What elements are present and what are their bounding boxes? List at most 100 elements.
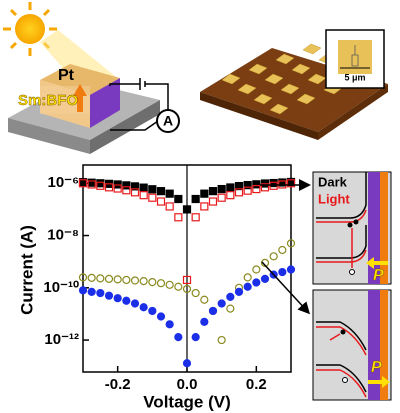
- data-point: [165, 320, 174, 329]
- data-point: [252, 180, 261, 189]
- data-point: [234, 287, 244, 296]
- data-point: [130, 299, 140, 308]
- data-point: [87, 180, 96, 189]
- data-point: [217, 193, 226, 202]
- data-point: [96, 179, 105, 188]
- pointer-arrow: [261, 261, 311, 315]
- data-point: [278, 245, 287, 255]
- data-point: [217, 335, 226, 345]
- data-point: [96, 274, 105, 283]
- data-point: [200, 295, 209, 304]
- data-point: [182, 275, 192, 285]
- data-point: [200, 202, 209, 211]
- data-point: [200, 189, 209, 198]
- electrode-pad: [280, 83, 300, 95]
- dark-label: Dark: [318, 174, 348, 189]
- film-label: Sm:BFO: [18, 92, 78, 109]
- data-point: [139, 303, 148, 312]
- data-point: [130, 188, 140, 197]
- electrode-pad: [253, 93, 273, 105]
- electrode-pad: [221, 73, 241, 85]
- data-point: [226, 292, 235, 301]
- data-point: [148, 193, 157, 202]
- data-point: [174, 213, 183, 222]
- y-tick-label: 10⁻¹⁰: [43, 279, 79, 296]
- data-point: [113, 275, 122, 284]
- data-point: [252, 265, 261, 274]
- data-point: [165, 202, 174, 211]
- data-point: [191, 213, 200, 222]
- data-point: [208, 306, 218, 316]
- data-point: [156, 312, 166, 321]
- polarization-label: P: [373, 267, 384, 284]
- data-point: [87, 287, 96, 296]
- x-tick-label: 0.0: [177, 376, 198, 393]
- light-label: Light: [318, 191, 350, 206]
- data-point: [191, 194, 200, 204]
- data-point: [87, 178, 96, 187]
- data-point: [87, 273, 96, 282]
- data-point: [104, 183, 114, 192]
- y-axis-label: Current (A): [17, 225, 36, 315]
- data-point: [243, 282, 252, 291]
- data-point: [148, 278, 157, 287]
- data-point: [234, 181, 244, 191]
- data-point: [96, 288, 105, 298]
- scale-bar-label: 5 μm: [344, 72, 365, 82]
- data-point: [139, 183, 148, 192]
- data-point: [139, 277, 148, 286]
- electrode-pad: [296, 93, 316, 105]
- y-tick-label: 10⁻¹²: [44, 331, 79, 348]
- data-point: [148, 185, 157, 194]
- data-point: [208, 197, 218, 206]
- data-point: [286, 179, 296, 188]
- data-point: [122, 181, 131, 190]
- polarization-label: P: [371, 359, 382, 376]
- data-point: [243, 186, 252, 195]
- data-point: [130, 182, 140, 191]
- data-point: [78, 273, 88, 282]
- data-point: [156, 187, 166, 196]
- data-point: [104, 274, 114, 283]
- ammeter-label: A: [163, 113, 173, 129]
- device-schematic: A Pt Sm:BFO: [8, 64, 180, 154]
- data-point: [174, 194, 183, 204]
- data-point: [148, 306, 157, 316]
- data-point: [156, 279, 166, 288]
- data-point: [226, 191, 235, 200]
- data-point: [174, 332, 183, 342]
- data-point: [252, 278, 261, 287]
- electrode-pad: [302, 43, 322, 55]
- data-point: [182, 284, 192, 294]
- data-point: [217, 299, 226, 308]
- data-point: [191, 288, 200, 298]
- data-point: [217, 184, 226, 194]
- data-point: [243, 181, 252, 190]
- data-point: [243, 273, 252, 282]
- data-point: [104, 291, 114, 300]
- x-tick-label: 0.2: [246, 376, 267, 393]
- data-point: [200, 317, 209, 326]
- electrode-pad: [248, 63, 268, 75]
- data-point: [286, 239, 296, 248]
- y-tick-label: 10⁻⁸: [47, 227, 79, 244]
- data-point: [165, 189, 174, 198]
- band-diagram-dark-light: Dark Light P: [312, 171, 392, 285]
- data-point: [122, 186, 131, 195]
- electrode-pad: [237, 83, 257, 95]
- y-tick-label: 10⁻⁶: [47, 174, 79, 191]
- data-point: [96, 181, 105, 190]
- data-point: [208, 187, 218, 196]
- electrode-pad: [275, 53, 295, 65]
- electrode-pad: [264, 73, 284, 85]
- electrode-label: Pt: [58, 67, 75, 84]
- electrode-array: 5 μm: [200, 29, 388, 140]
- data-point: [122, 275, 131, 285]
- data-point: [130, 276, 140, 285]
- data-point: [278, 267, 287, 277]
- data-point: [286, 265, 296, 274]
- chart: Current (A) Voltage (V) 10⁻⁶ 10⁻⁸ 10⁻¹⁰ 10⁻…: [17, 164, 296, 411]
- x-axis-label: Voltage (V): [143, 392, 231, 411]
- x-tick-label: -0.2: [105, 376, 131, 393]
